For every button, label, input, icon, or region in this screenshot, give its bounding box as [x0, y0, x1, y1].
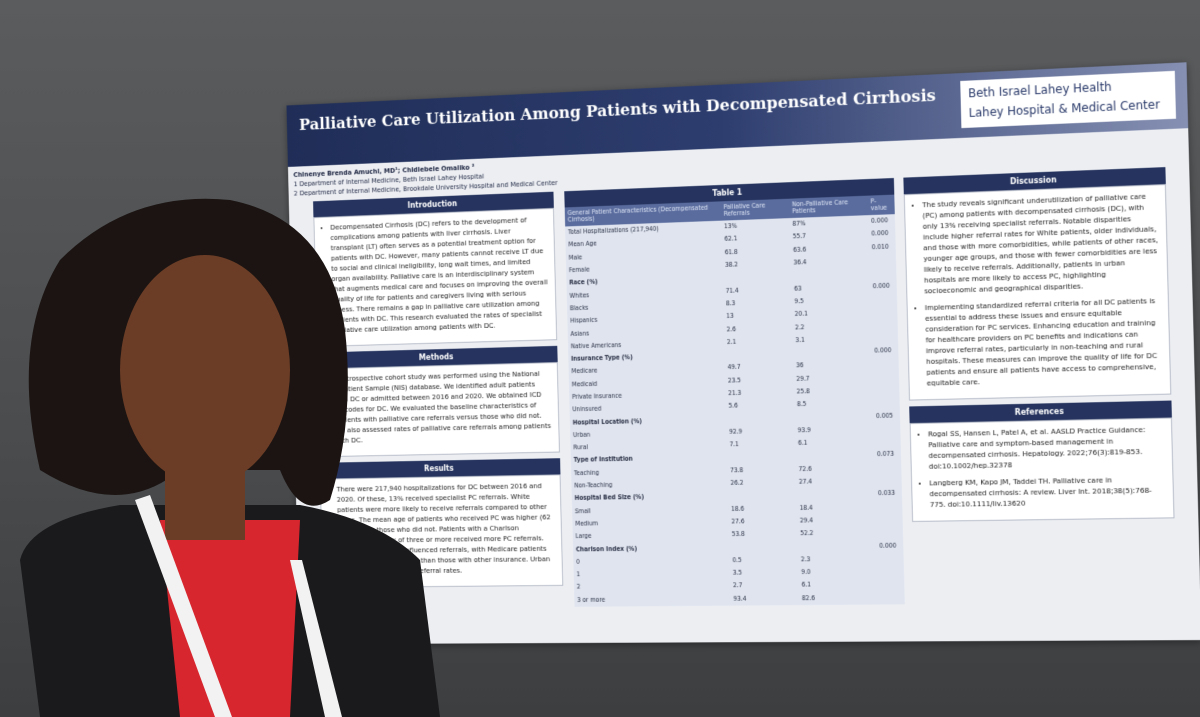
face [120, 255, 290, 485]
lanyard [135, 495, 232, 717]
blouse [160, 520, 300, 717]
lanyard [290, 560, 342, 717]
neck [165, 470, 245, 540]
